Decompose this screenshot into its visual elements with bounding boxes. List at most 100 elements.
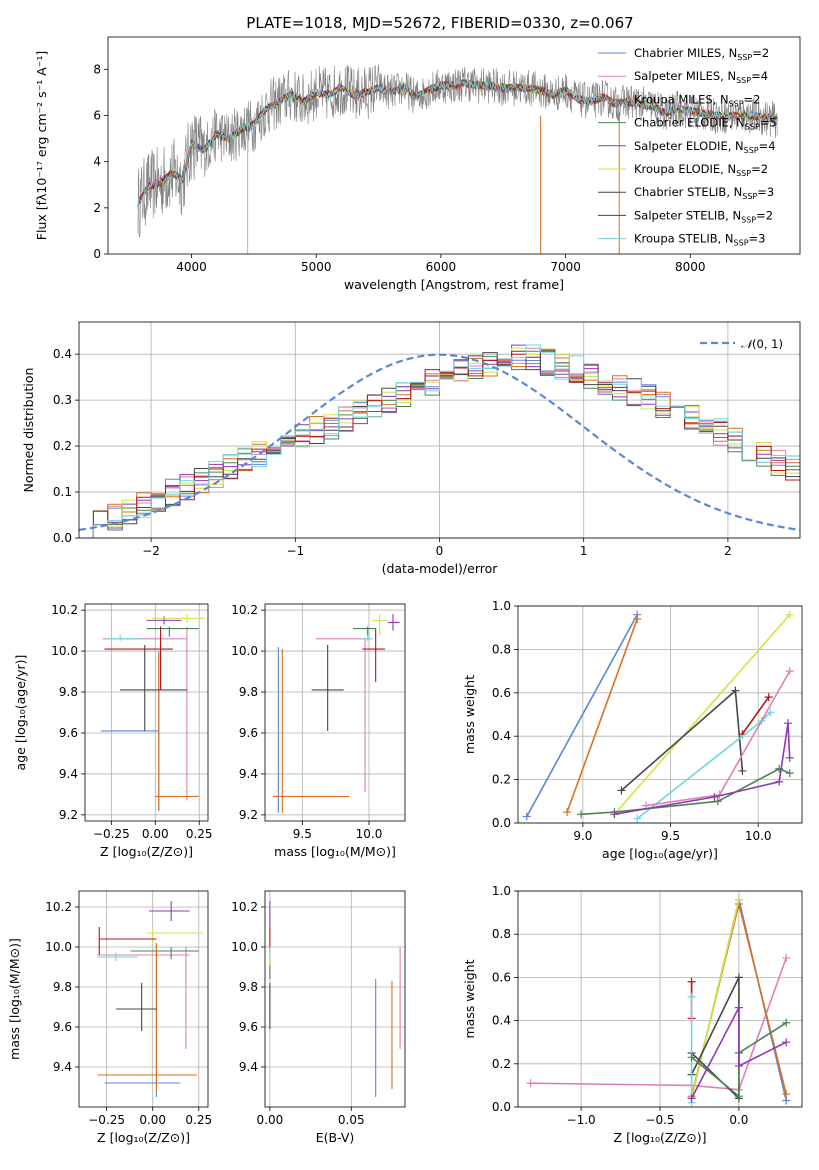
legend-text: Salpeter MILES, N <box>634 69 736 83</box>
y-tick-label: 10.0 <box>231 644 258 658</box>
y-tick-label: 0.2 <box>53 439 72 453</box>
x-tick-label: 10.0 <box>745 829 772 843</box>
data-point-marker <box>734 895 743 904</box>
x-tick-label: 0.05 <box>338 1113 365 1127</box>
legend-value: =2 <box>756 208 773 222</box>
ticks: −2 −1 0 1 2 0.0 0.1 0.2 0.3 0.4 <box>53 347 732 558</box>
data-point-marker <box>522 812 531 821</box>
legend-text: Chabrier ELODIE, N <box>634 116 745 130</box>
axes-frame <box>84 603 209 822</box>
x-tick-label: 0.00 <box>142 827 169 841</box>
axes-frame <box>78 321 801 539</box>
legend-entry: Chabrier ELODIE, NSSP=5 <box>634 116 777 132</box>
y-tick-label: 9.4 <box>59 767 78 781</box>
mass-weight-line <box>690 1007 787 1099</box>
y-tick-label: 9.6 <box>239 1020 258 1034</box>
x-tick-label: 9.0 <box>573 829 592 843</box>
data-point-marker <box>713 797 722 806</box>
y-tick-label: 9.8 <box>59 685 78 699</box>
x-axis-label: E(B-V) <box>316 1130 355 1145</box>
mass-weight-line <box>620 688 744 792</box>
legend-entry: Chabrier STELIB, NSSP=3 <box>634 185 774 201</box>
legend-value: =2 <box>751 162 768 176</box>
mass_weight_vs_age-plot <box>522 610 794 823</box>
histogram-step <box>79 344 800 538</box>
mass_weight_vs_Z-plot <box>526 895 791 1107</box>
legend-subscript: SSP <box>745 123 760 132</box>
x-axis-label: Z [log₁₀(Z/Z⊙)] <box>97 1130 190 1145</box>
y-tick-label: 10.0 <box>45 940 72 954</box>
x-tick-label: 8000 <box>675 260 706 274</box>
data-point-marker <box>734 973 743 982</box>
mass_vs_EBV-plot <box>269 901 401 1097</box>
x-tick-label: −0.25 <box>88 1113 125 1127</box>
y-tick-label: 9.4 <box>53 1060 72 1074</box>
y-tick-label: 9.6 <box>239 726 258 740</box>
x-axis-label: (data-model)/error <box>382 561 499 576</box>
spectrum-plot <box>137 64 778 254</box>
normal-curve <box>79 353 800 531</box>
y-axis-label: age [log₁₀(age/yr)] <box>13 655 28 771</box>
x-tick-label: 0.25 <box>185 1113 212 1127</box>
mass-weight-line <box>526 614 638 817</box>
data-point-marker <box>633 615 642 624</box>
y-axis-label: Normed distribution <box>21 368 36 493</box>
legend-entry: Kroupa STELIB, NSSP=3 <box>634 232 765 248</box>
x-tick-label: 6000 <box>426 260 457 274</box>
y-tick-label: 0.2 <box>492 773 511 787</box>
y-tick-label: 9.8 <box>53 980 72 994</box>
y-tick-label: 0.6 <box>492 970 511 984</box>
age_vs_Z-panel: −0.25 0.00 0.25 9.2 9.4 9.6 9.8 10.0 10.2 Z [log₁… <box>13 603 213 859</box>
legend-subscript: SSP <box>737 53 752 62</box>
y-tick-label: 0.4 <box>492 1014 511 1028</box>
data-point-marker <box>610 810 619 819</box>
ticks: 9.5 10.0 9.2 9.4 9.6 9.8 10.0 10.2 <box>231 603 382 841</box>
legend-text: Kroupa ELODIE, N <box>634 162 736 176</box>
x-axis-label: mass [log₁₀(M/M⊙)] <box>274 844 396 859</box>
data-point-marker <box>731 686 740 695</box>
y-tick-label: 0.6 <box>492 686 511 700</box>
legend-text: Kroupa STELIB, N <box>634 232 734 246</box>
y-tick-label: 0.0 <box>492 1100 511 1114</box>
data-point-marker <box>785 753 794 762</box>
y-tick-label: 4 <box>93 155 101 169</box>
y-tick-label: 0.4 <box>53 347 72 361</box>
data-point-marker <box>785 769 794 778</box>
age_vs_mass-panel: 9.5 10.0 9.2 9.4 9.6 9.8 10.0 10.2 mass [log₁₀(M… <box>231 603 406 859</box>
legend-value: =5 <box>760 116 777 130</box>
y-tick-label: 0.4 <box>492 729 511 743</box>
y-tick-label: 9.4 <box>239 767 258 781</box>
y-tick-label: 9.8 <box>239 685 258 699</box>
x-tick-label: 0.00 <box>139 1113 166 1127</box>
y-tick-label: 0.0 <box>53 531 72 545</box>
legend-entry: Salpeter STELIB, NSSP=2 <box>634 208 773 224</box>
x-tick-label: 0.00 <box>257 1113 284 1127</box>
data-point-marker <box>633 814 642 823</box>
figure-title: PLATE=1018, MJD=52672, FIBERID=0330, z=0… <box>246 14 633 32</box>
y-tick-label: 10.2 <box>231 603 258 617</box>
data-point-marker <box>734 1092 743 1101</box>
y-tick-label: 9.8 <box>239 980 258 994</box>
axes-frame <box>107 36 801 255</box>
legend-subscript: SSP <box>734 239 749 248</box>
axes-frame <box>78 890 209 1108</box>
x-axis-label: age [log₁₀(age/yr)] <box>602 846 718 861</box>
data-point-marker <box>785 667 794 676</box>
x-tick-label: −1 <box>286 544 304 558</box>
data-point-marker <box>782 1038 791 1047</box>
x-tick-label: 9.5 <box>661 829 680 843</box>
mass_vs_EBV-panel: 0.00 0.05 9.4 9.6 9.8 10.0 10.2 E(B-V) <box>231 890 406 1145</box>
residuals-plot <box>79 344 800 538</box>
legend-entry: Salpeter ELODIE, NSSP=4 <box>634 139 776 155</box>
legend-entry: Kroupa ELODIE, NSSP=2 <box>634 162 768 178</box>
x-tick-label: −0.5 <box>645 1113 674 1127</box>
mass-weight-line <box>645 670 791 807</box>
legend-entry: Kroupa MILES, NSSP=2 <box>634 92 760 108</box>
x-tick-label: 5000 <box>301 260 332 274</box>
x-axis-label: wavelength [Angstrom, rest frame] <box>344 277 564 292</box>
data-point-marker <box>526 1079 535 1088</box>
legend-subscript: SSP <box>742 192 757 201</box>
x-tick-label: 9.5 <box>293 827 312 841</box>
chart-layer: 4000 5000 6000 7000 8000 0 2 4 6 8 wavelength [Ang… <box>7 36 803 1145</box>
